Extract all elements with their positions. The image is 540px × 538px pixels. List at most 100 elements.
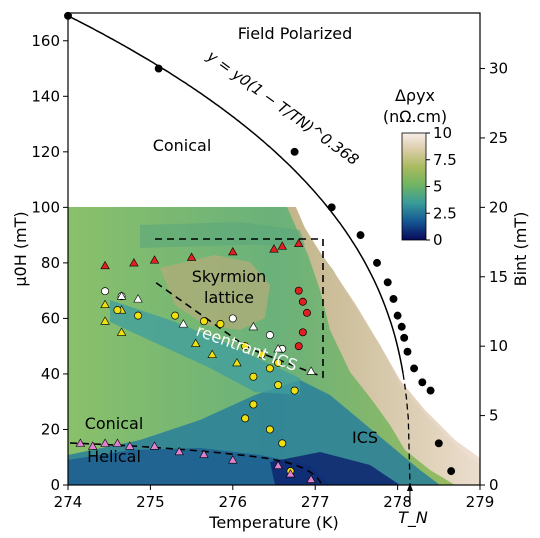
- data-point-s5-3: [116, 327, 127, 336]
- data-point-s0-12: [410, 364, 419, 373]
- data-point-s6-10: [274, 381, 283, 389]
- data-point-s0-2: [290, 147, 299, 156]
- data-point-s8-2: [100, 438, 110, 447]
- y-left-axis-label: μ0H (mT): [11, 211, 30, 286]
- data-point-s8-5: [149, 441, 160, 450]
- data-point-s5-4: [191, 338, 201, 347]
- colorbar-tick-label-1: 2.5: [433, 204, 457, 222]
- colorbar-title-line1: Δρyx: [395, 86, 435, 105]
- data-point-s5-5: [207, 349, 217, 358]
- data-point-s2-3: [298, 328, 307, 337]
- data-point-s4-3: [248, 321, 259, 331]
- data-point-s7-0: [249, 400, 258, 409]
- data-point-s8-10: [285, 469, 296, 478]
- data-point-s8-9: [273, 460, 283, 470]
- label-conical-bottom: Conical: [85, 414, 144, 433]
- data-markers: [64, 11, 456, 483]
- fit-curve: [67, 15, 404, 374]
- y-right-tick-label-30: 30: [489, 60, 508, 78]
- label-helical: Helical: [87, 447, 141, 466]
- data-point-s0-16: [447, 467, 456, 476]
- data-point-s4-2: [178, 319, 189, 328]
- data-point-s6-8: [265, 364, 274, 373]
- data-point-s8-0: [75, 438, 86, 447]
- data-point-s8-7: [199, 449, 209, 458]
- data-point-s3-2: [228, 314, 237, 323]
- colorbar: [401, 132, 427, 241]
- data-point-s6-3: [200, 317, 208, 326]
- y-left-tick-label-120: 120: [31, 143, 60, 161]
- data-point-s4-5: [306, 366, 316, 375]
- skyrmion-boundary: [154, 238, 324, 379]
- data-point-s1-6: [277, 241, 287, 250]
- fit-curve-dashed-tail: [402, 373, 411, 486]
- y-left-tick-label-100: 100: [31, 198, 60, 216]
- heatmap-reentrant-band: [110, 300, 300, 395]
- colorbar-tick-label-0: 0: [433, 231, 443, 249]
- label-ics: ICS: [352, 428, 378, 447]
- colorbar-title-line2: (nΩ.cm): [383, 107, 447, 126]
- data-point-s0-13: [418, 378, 427, 387]
- data-point-s8-3: [112, 438, 123, 447]
- data-point-s0-15: [434, 439, 443, 448]
- data-point-s5-2: [100, 316, 110, 325]
- data-point-s2-2: [303, 308, 311, 317]
- data-point-s5-0: [100, 299, 110, 308]
- data-point-s8-8: [228, 455, 238, 464]
- data-point-s1-1: [129, 258, 139, 267]
- heatmap-skyrmion-region: [160, 255, 270, 330]
- y-left-tick-label-20: 20: [41, 420, 60, 438]
- data-point-s1-0: [100, 260, 110, 270]
- data-point-s4-4: [273, 344, 283, 353]
- heatmap-top-dark-band: [140, 222, 305, 248]
- data-point-s0-14: [426, 386, 435, 395]
- data-point-s5-6: [232, 358, 242, 367]
- data-point-s6-6: [257, 350, 266, 359]
- data-point-s0-3: [327, 203, 336, 212]
- data-point-s4-1: [133, 294, 143, 303]
- y-left-axis-ticks: 0 20 40 60 80 100 120 140 160: [31, 32, 68, 494]
- data-point-s3-0: [101, 287, 110, 296]
- x-tick-label-278: 278: [383, 493, 412, 511]
- data-point-s6-11: [290, 386, 299, 395]
- x-tick-label-279: 279: [466, 493, 495, 511]
- data-point-s6-5: [241, 342, 250, 351]
- tn-arrowhead: [406, 483, 413, 491]
- data-point-s0-7: [389, 295, 398, 303]
- data-point-s6-0: [113, 306, 122, 315]
- data-point-s4-0: [116, 291, 127, 300]
- y-right-tick-label-5: 5: [489, 407, 499, 425]
- data-point-s7-2: [265, 425, 274, 434]
- y-left-tick-label-80: 80: [41, 254, 60, 272]
- colorbar-tick-label-3: 7.5: [433, 151, 457, 169]
- data-point-s0-11: [403, 347, 412, 356]
- label-skyrmion: Skyrmion: [192, 267, 267, 286]
- x-tick-label-277: 277: [301, 493, 330, 511]
- data-point-s8-11: [306, 474, 316, 483]
- tn-label: T_N: [398, 508, 428, 528]
- y-left-tick-label-40: 40: [41, 365, 60, 383]
- data-point-s6-2: [171, 311, 180, 320]
- data-point-s0-10: [400, 333, 409, 342]
- label-field-polarized: Field Polarized: [238, 24, 353, 43]
- y-right-tick-label-0: 0: [489, 476, 499, 494]
- label-conical-top: Conical: [153, 136, 212, 155]
- y-right-tick-label-10: 10: [489, 337, 508, 355]
- y-right-axis-label: Bint (mT): [511, 212, 530, 287]
- colorbar-tick-label-2: 5: [433, 178, 443, 196]
- data-point-s2-4: [294, 342, 303, 351]
- fit-equation: y = y0(1 − T/TN)^0.368: [203, 46, 362, 169]
- colorbar-tick-label-4: 10: [433, 124, 452, 142]
- data-point-s6-7: [274, 358, 283, 367]
- x-axis-label: Temperature (K): [208, 513, 338, 532]
- data-point-s6-1: [134, 311, 142, 320]
- heatmap-sand-region: [287, 207, 480, 485]
- y-left-tick-label-160: 160: [31, 32, 60, 50]
- data-point-s0-4: [356, 231, 365, 240]
- x-axis-ticks: 274 275 276 277 278 279: [54, 485, 495, 511]
- data-point-s0-5: [373, 258, 381, 267]
- data-point-s6-4: [216, 320, 225, 328]
- data-point-s8-1: [88, 441, 98, 450]
- y-right-axis-ticks: 0 5 10 15 20 25 30: [480, 60, 508, 494]
